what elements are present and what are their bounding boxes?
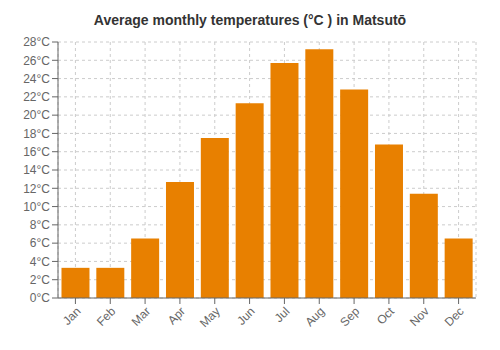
svg-text:Dec: Dec — [442, 304, 467, 329]
svg-text:24°C: 24°C — [23, 72, 50, 86]
svg-text:Mar: Mar — [129, 304, 154, 329]
svg-text:Nov: Nov — [407, 304, 432, 329]
svg-text:Jun: Jun — [234, 304, 258, 328]
svg-text:Oct: Oct — [374, 304, 398, 328]
svg-text:14°C: 14°C — [23, 163, 50, 177]
svg-text:12°C: 12°C — [23, 182, 50, 196]
svg-text:Jan: Jan — [60, 304, 84, 328]
svg-text:Feb: Feb — [94, 304, 119, 329]
svg-text:6°C: 6°C — [30, 236, 50, 250]
svg-text:May: May — [197, 304, 223, 330]
svg-text:8°C: 8°C — [30, 218, 50, 232]
svg-text:Jul: Jul — [272, 304, 293, 325]
svg-text:Apr: Apr — [165, 304, 188, 327]
svg-text:0°C: 0°C — [30, 291, 50, 305]
svg-text:2°C: 2°C — [30, 273, 50, 287]
svg-text:18°C: 18°C — [23, 127, 50, 141]
html-text:Average monthly temperatures (: Average monthly temperatures (°C ) in Ma… — [93, 12, 407, 28]
svg-text:10°C: 10°C — [23, 200, 50, 214]
svg-text:4°C: 4°C — [30, 255, 50, 269]
svg-text:22°C: 22°C — [23, 90, 50, 104]
svg-text:16°C: 16°C — [23, 145, 50, 159]
svg-text:26°C: 26°C — [23, 54, 50, 68]
svg-text:28°C: 28°C — [23, 35, 50, 49]
svg-text:Aug: Aug — [302, 304, 327, 329]
svg-text:20°C: 20°C — [23, 108, 50, 122]
svg-text:Sep: Sep — [337, 304, 362, 329]
